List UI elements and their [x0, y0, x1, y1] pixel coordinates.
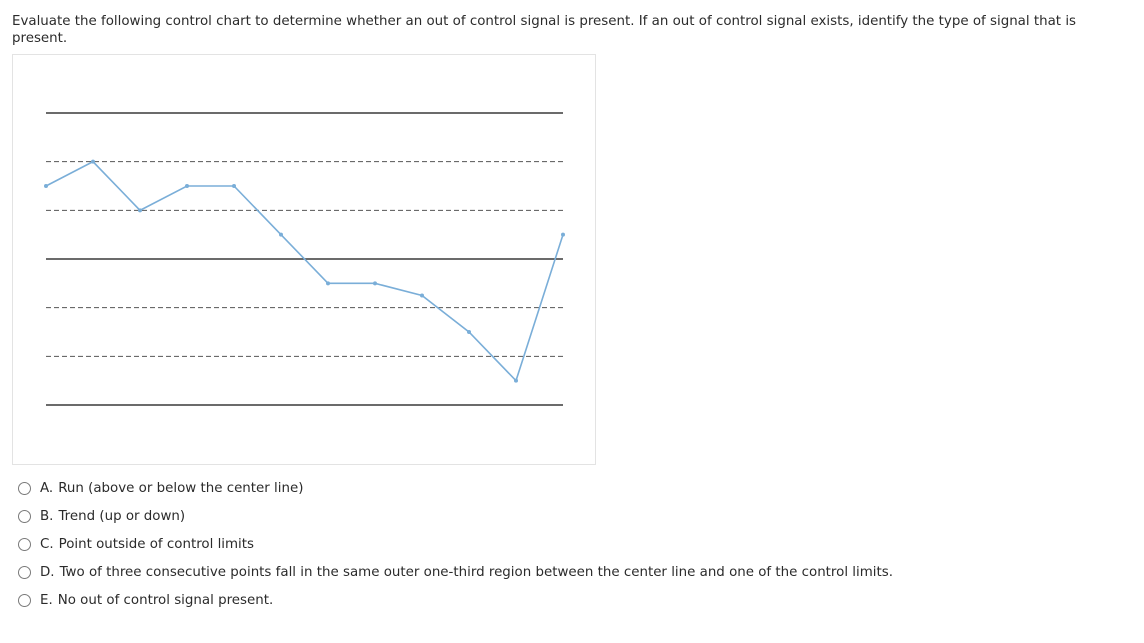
option-letter: C.: [40, 536, 54, 552]
option-label: Point outside of control limits: [58, 536, 255, 552]
option-a[interactable]: A. Run (above or below the center line): [18, 474, 893, 502]
option-c[interactable]: C. Point outside of control limits: [18, 530, 893, 558]
radio-icon[interactable]: [18, 565, 31, 579]
data-point: [185, 184, 189, 188]
control-chart-svg: [44, 112, 565, 406]
data-point: [91, 159, 95, 164]
data-point: [561, 232, 565, 237]
option-e[interactable]: E. No out of control signal present.: [18, 586, 893, 614]
data-point: [44, 184, 48, 188]
radio-icon[interactable]: [18, 509, 31, 523]
data-point: [138, 208, 142, 213]
data-point: [514, 378, 518, 383]
data-point: [373, 281, 377, 286]
radio-icon[interactable]: [18, 593, 31, 607]
data-point: [467, 330, 471, 334]
data-point: [279, 232, 283, 237]
option-d[interactable]: D. Two of three consecutive points fall …: [18, 558, 893, 586]
radio-icon[interactable]: [18, 537, 31, 551]
radio-icon[interactable]: [18, 481, 31, 495]
series-line: [45, 160, 564, 383]
option-b[interactable]: B. Trend (up or down): [18, 502, 893, 530]
answer-options: A. Run (above or below the center line) …: [18, 474, 893, 614]
question-text: Evaluate the following control chart to …: [12, 14, 1077, 46]
option-letter: A.: [40, 480, 54, 496]
option-letter: D.: [40, 564, 55, 580]
data-point: [326, 281, 330, 286]
option-letter: B.: [40, 508, 54, 524]
option-letter: E.: [40, 592, 53, 608]
option-label: Trend (up or down): [58, 508, 186, 524]
option-label: Two of three consecutive points fall in …: [59, 564, 893, 580]
option-label: Run (above or below the center line): [58, 480, 304, 496]
option-label: No out of control signal present.: [57, 592, 274, 608]
data-point: [420, 293, 424, 298]
control-chart: [12, 54, 596, 465]
data-point: [232, 184, 236, 188]
